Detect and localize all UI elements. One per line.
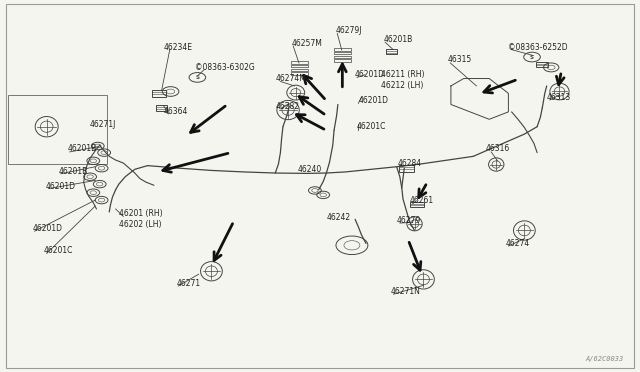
Text: 46257M: 46257M	[291, 39, 322, 48]
Text: 46274: 46274	[505, 239, 529, 248]
Text: 46201C: 46201C	[44, 246, 74, 255]
Text: 46212 (LH): 46212 (LH)	[381, 81, 423, 90]
Text: 46211 (RH): 46211 (RH)	[381, 70, 424, 79]
Bar	[291, 72, 308, 75]
Text: 46279: 46279	[397, 216, 421, 225]
Text: 46201B: 46201B	[384, 35, 413, 44]
Bar	[8, 95, 108, 164]
Text: 46316: 46316	[486, 144, 510, 153]
Text: 46271N: 46271N	[390, 287, 420, 296]
Bar	[334, 52, 351, 54]
Bar	[334, 48, 351, 51]
Text: 46274M: 46274M	[275, 74, 306, 83]
Text: ©08363-6252D: ©08363-6252D	[508, 42, 568, 51]
Text: ©08363-6302G: ©08363-6302G	[195, 63, 255, 72]
Bar	[387, 49, 397, 54]
Bar	[291, 61, 308, 64]
Text: S: S	[530, 55, 534, 60]
Bar	[156, 105, 168, 111]
Bar	[291, 68, 308, 71]
Text: 46279J: 46279J	[336, 26, 362, 35]
Text: 46201D: 46201D	[355, 70, 385, 79]
Bar	[399, 165, 414, 171]
Text: 46201B: 46201B	[58, 167, 88, 176]
Text: 46271J: 46271J	[90, 121, 116, 129]
Text: 46282: 46282	[275, 102, 300, 111]
Text: 46201D: 46201D	[33, 224, 63, 233]
Text: 46202 (LH): 46202 (LH)	[119, 221, 161, 230]
Text: 46234E: 46234E	[164, 42, 193, 51]
Text: 46364: 46364	[164, 108, 188, 116]
Text: 46315: 46315	[448, 55, 472, 64]
Text: 46201D: 46201D	[358, 96, 388, 105]
Text: 46313: 46313	[547, 93, 571, 102]
Bar	[334, 56, 351, 58]
Text: A/62C0033: A/62C0033	[585, 356, 623, 362]
Bar	[536, 62, 548, 67]
Bar	[334, 59, 351, 62]
Bar	[152, 90, 166, 97]
Text: 46201B: 46201B	[68, 144, 97, 153]
Text: 46284: 46284	[398, 159, 422, 168]
Text: 46201C: 46201C	[357, 122, 387, 131]
Text: S: S	[195, 75, 200, 80]
Text: 46240: 46240	[298, 165, 322, 174]
Text: 46242: 46242	[326, 213, 351, 222]
Text: 46201 (RH): 46201 (RH)	[119, 209, 163, 218]
Text: 46271: 46271	[176, 279, 200, 288]
Bar	[291, 65, 308, 67]
Bar	[410, 202, 424, 208]
Text: 46201D: 46201D	[45, 182, 76, 190]
Text: 46261: 46261	[410, 196, 433, 205]
